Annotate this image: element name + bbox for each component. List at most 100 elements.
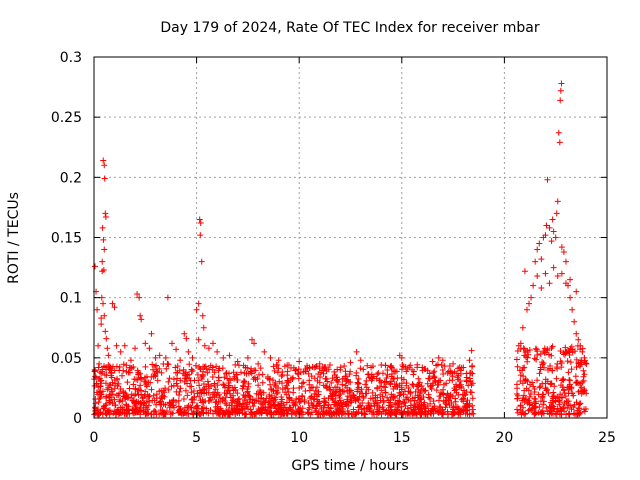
- roti-point: [345, 379, 352, 386]
- roti-point: [256, 371, 263, 378]
- roti-point: [462, 410, 469, 417]
- roti-point: [555, 129, 562, 136]
- roti-point: [532, 345, 539, 352]
- roti-point: [95, 364, 102, 371]
- roti-point: [430, 398, 437, 405]
- roti-point: [162, 354, 169, 361]
- roti-point: [137, 382, 144, 389]
- roti-point: [153, 362, 160, 369]
- roti-point: [109, 391, 116, 398]
- roti-point: [579, 348, 586, 355]
- roti-point: [387, 363, 394, 370]
- roti-point: [452, 386, 459, 393]
- roti-point: [325, 401, 332, 408]
- roti-point: [151, 397, 158, 404]
- roti-point: [368, 364, 375, 371]
- roti-point: [260, 396, 267, 403]
- y-axis-label: ROTI / TECUs: [6, 192, 22, 284]
- roti-point: [267, 354, 274, 361]
- roti-point: [241, 379, 248, 386]
- roti-point: [249, 411, 256, 418]
- roti-point: [359, 410, 366, 417]
- roti-point: [121, 342, 128, 349]
- roti-point: [410, 409, 417, 416]
- roti-point: [415, 375, 422, 382]
- x-tick-label: 25: [598, 430, 616, 446]
- roti-point: [278, 373, 285, 380]
- roti-point: [114, 407, 121, 414]
- roti-point: [166, 375, 173, 382]
- roti-point: [151, 363, 158, 370]
- roti-point: [96, 360, 103, 367]
- roti-point: [228, 399, 235, 406]
- roti-point: [435, 408, 442, 415]
- roti-point: [342, 373, 349, 380]
- roti-point: [226, 410, 233, 417]
- roti-point: [353, 410, 360, 417]
- roti-point: [148, 386, 155, 393]
- roti-point: [225, 382, 232, 389]
- roti-point: [113, 342, 120, 349]
- roti-point: [336, 392, 343, 399]
- roti-point: [164, 294, 171, 301]
- roti-point: [322, 382, 329, 389]
- roti-point: [249, 336, 256, 343]
- roti-point: [173, 346, 180, 353]
- roti-point: [391, 381, 398, 388]
- roti-point: [165, 361, 172, 368]
- roti-point: [102, 328, 109, 335]
- roti-point: [245, 405, 252, 412]
- roti-point: [202, 398, 209, 405]
- roti-point: [360, 366, 367, 373]
- roti-point: [321, 365, 328, 372]
- y-tick-label: 0.2: [60, 170, 82, 186]
- roti-point: [351, 395, 358, 402]
- roti-point: [407, 398, 414, 405]
- roti-point: [455, 365, 462, 372]
- roti-point: [517, 346, 524, 353]
- roti-point: [255, 360, 262, 367]
- roti-point: [344, 393, 351, 400]
- roti-point: [521, 268, 528, 275]
- roti-point: [469, 395, 476, 402]
- roti-point: [322, 409, 329, 416]
- roti-point: [553, 364, 560, 371]
- roti-point: [368, 374, 375, 381]
- roti-point: [377, 391, 384, 398]
- roti-point: [296, 358, 303, 365]
- roti-point: [537, 350, 544, 357]
- roti-point: [307, 395, 314, 402]
- roti-point: [214, 348, 221, 355]
- roti-point: [132, 345, 139, 352]
- roti-point: [402, 410, 409, 417]
- roti-point: [154, 368, 161, 375]
- roti-point: [292, 367, 299, 374]
- roti-point: [148, 330, 155, 337]
- roti-point: [100, 236, 107, 243]
- roti-point: [463, 378, 470, 385]
- roti-point: [557, 348, 564, 355]
- roti-point: [417, 409, 424, 416]
- roti-point: [260, 389, 267, 396]
- roti-point: [102, 402, 109, 409]
- roti-point: [151, 407, 158, 414]
- roti-point: [455, 409, 462, 416]
- roti-point: [430, 369, 437, 376]
- roti-point: [100, 405, 107, 412]
- roti-point: [181, 404, 188, 411]
- roti-point: [517, 372, 524, 379]
- roti-point: [453, 404, 460, 411]
- roti-point: [399, 361, 406, 368]
- roti-point: [177, 377, 184, 384]
- roti-point: [101, 175, 108, 182]
- roti-point: [377, 377, 384, 384]
- roti-point: [313, 403, 320, 410]
- roti-point: [430, 380, 437, 387]
- roti-point: [159, 406, 166, 413]
- roti-point: [152, 354, 159, 361]
- roti-point: [436, 393, 443, 400]
- roti-point: [236, 409, 243, 416]
- roti-point: [98, 391, 105, 398]
- roti-point: [558, 244, 565, 251]
- roti-point: [302, 365, 309, 372]
